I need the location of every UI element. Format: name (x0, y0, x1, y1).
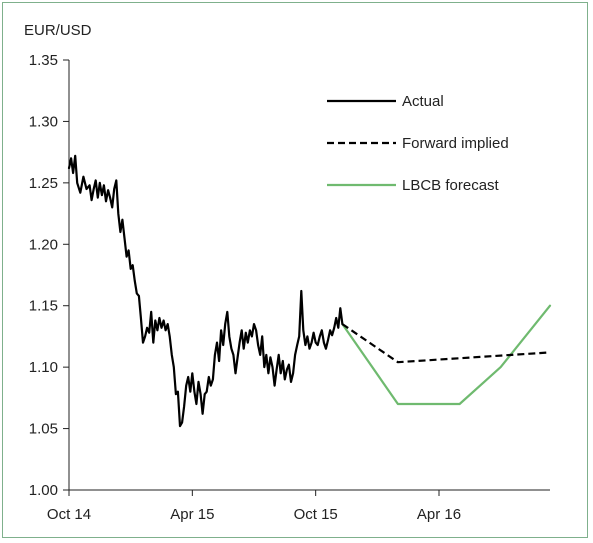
chart-frame (2, 2, 588, 538)
y-tick-label: 1.15 (29, 298, 58, 315)
y-tick-label: 1.25 (29, 175, 58, 192)
series-line-forward-implied (341, 323, 551, 364)
y-axis-unit-label: EUR/USD (24, 22, 92, 39)
x-tick-label: Oct 14 (47, 506, 91, 523)
axes: 1.00 1.05 1.10 1.15 1.20 1.25 1.30 1.35 Oct 14 Ap… (29, 52, 550, 523)
y-tick-label: 1.35 (29, 52, 58, 69)
legend-label-actual: Actual (402, 93, 444, 110)
legend: Actual Forward implied LBCB forecast (327, 93, 509, 194)
y-tick-label: 1.10 (29, 359, 58, 376)
y-tick-label: 1.30 (29, 113, 58, 130)
legend-label-lbcb-forecast: LBCB forecast (402, 177, 500, 194)
series-line-actual (67, 154, 344, 428)
x-tick-label: Apr 15 (170, 506, 214, 523)
x-tick-label: Oct 15 (294, 506, 338, 523)
y-tick-label: 1.00 (29, 482, 58, 499)
y-tick-label: 1.20 (29, 236, 58, 253)
x-tick-label: Apr 16 (417, 506, 461, 523)
y-tick-label: 1.05 (29, 421, 58, 438)
series-layer (67, 154, 552, 428)
legend-label-forward-implied: Forward implied (402, 135, 509, 152)
series-line-lbcb-forecast (341, 304, 552, 406)
